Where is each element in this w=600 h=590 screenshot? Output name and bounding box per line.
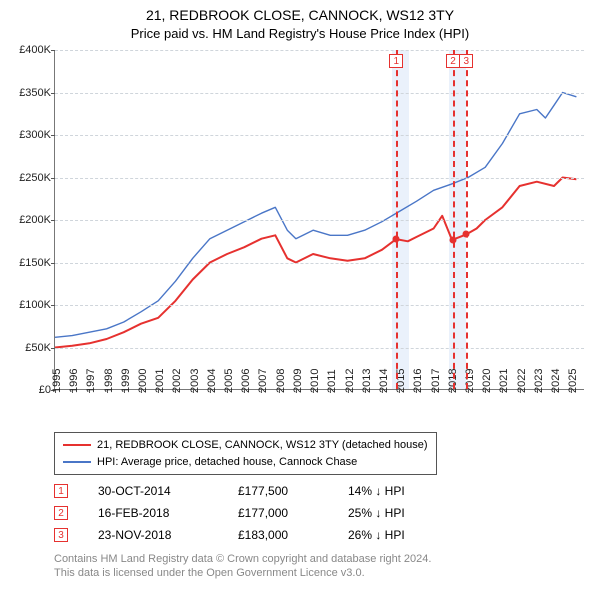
x-axis-label: 2023 [533,369,545,393]
sale-marker-line [396,50,398,389]
footnote: Contains HM Land Registry data © Crown c… [54,552,431,581]
figure-root: 21, REDBROOK CLOSE, CANNOCK, WS12 3TY Pr… [0,0,600,590]
x-axis-label: 1999 [120,369,132,393]
x-axis-label: 1996 [68,369,80,393]
plot-region: £0£50K£100K£150K£200K£250K£300K£350K£400… [54,50,584,390]
x-axis-label: 2005 [223,369,235,393]
y-axis-label: £250K [5,172,51,184]
x-axis-label: 2006 [240,369,252,393]
y-axis-label: £150K [5,257,51,269]
sale-marker-line [466,50,468,389]
legend-swatch-hpi [63,461,91,463]
sale-date: 30-OCT-2014 [98,484,208,498]
y-axis-label: £300K [5,129,51,141]
x-axis-label: 2007 [257,369,269,393]
y-axis-label: £400K [5,44,51,56]
x-axis-label: 2010 [309,369,321,393]
y-tick [51,93,55,94]
chart-subtitle: Price paid vs. HM Land Registry's House … [0,26,600,45]
x-axis-label: 2016 [412,369,424,393]
sale-pct-vs-hpi: 14% ↓ HPI [348,484,448,498]
y-axis-label: £350K [5,87,51,99]
chart-title: 21, REDBROOK CLOSE, CANNOCK, WS12 3TY [0,0,600,26]
y-axis-label: £100K [5,299,51,311]
legend-label-subject: 21, REDBROOK CLOSE, CANNOCK, WS12 3TY (d… [97,437,428,454]
sales-table: 1 30-OCT-2014 £177,500 14% ↓ HPI 2 16-FE… [54,480,448,546]
sale-marker-2: 2 [54,506,68,520]
y-gridline [55,263,584,264]
sales-row: 3 23-NOV-2018 £183,000 26% ↓ HPI [54,524,448,546]
x-axis-label: 1997 [85,369,97,393]
sale-date: 23-NOV-2018 [98,528,208,542]
footnote-line1: Contains HM Land Registry data © Crown c… [54,553,431,565]
x-axis-label: 2014 [378,369,390,393]
y-tick [51,135,55,136]
y-gridline [55,50,584,51]
sale-price: £177,500 [238,484,318,498]
x-axis-label: 2011 [326,369,338,393]
x-axis-label: 2003 [189,369,201,393]
sale-marker-3: 3 [54,528,68,542]
y-gridline [55,135,584,136]
y-tick [51,50,55,51]
x-axis-label: 2020 [481,369,493,393]
sale-marker-box: 3 [459,54,473,68]
sales-row: 2 16-FEB-2018 £177,000 25% ↓ HPI [54,502,448,524]
y-gridline [55,178,584,179]
y-tick [51,348,55,349]
x-axis-label: 2002 [171,369,183,393]
sale-point [463,231,470,238]
sale-pct-vs-hpi: 26% ↓ HPI [348,528,448,542]
y-axis-label: £50K [5,342,51,354]
sale-point [450,236,457,243]
x-axis-label: 2024 [550,369,562,393]
legend-item-subject: 21, REDBROOK CLOSE, CANNOCK, WS12 3TY (d… [63,437,428,454]
sales-row: 1 30-OCT-2014 £177,500 14% ↓ HPI [54,480,448,502]
y-gridline [55,305,584,306]
x-axis-label: 2022 [516,369,528,393]
sale-marker-line [453,50,455,389]
x-axis-label: 2025 [567,369,579,393]
sale-point [393,236,400,243]
sale-date: 16-FEB-2018 [98,506,208,520]
y-gridline [55,93,584,94]
y-gridline [55,220,584,221]
x-axis-label: 2004 [206,369,218,393]
chart-area: £0£50K£100K£150K£200K£250K£300K£350K£400… [54,50,584,390]
x-axis-label: 2012 [344,369,356,393]
legend-box: 21, REDBROOK CLOSE, CANNOCK, WS12 3TY (d… [54,432,437,475]
footnote-line2: This data is licensed under the Open Gov… [54,567,365,579]
sale-marker-box: 1 [389,54,403,68]
series-hpi [55,93,576,338]
legend-item-hpi: HPI: Average price, detached house, Cann… [63,454,428,471]
x-axis-label: 2001 [154,369,166,393]
y-axis-label: £0 [5,384,51,396]
x-axis-label: 2009 [292,369,304,393]
sale-price: £177,000 [238,506,318,520]
sale-price: £183,000 [238,528,318,542]
y-tick [51,178,55,179]
y-gridline [55,348,584,349]
sale-marker-1: 1 [54,484,68,498]
x-axis-label: 2017 [430,369,442,393]
legend-label-hpi: HPI: Average price, detached house, Cann… [97,454,357,471]
x-axis-label: 1998 [103,369,115,393]
sale-pct-vs-hpi: 25% ↓ HPI [348,506,448,520]
x-axis-label: 2021 [498,369,510,393]
y-tick [51,305,55,306]
x-axis-label: 2000 [137,369,149,393]
legend-swatch-subject [63,444,91,446]
x-axis-label: 2013 [361,369,373,393]
y-axis-label: £200K [5,214,51,226]
y-tick [51,220,55,221]
x-axis-label: 1995 [51,369,63,393]
y-tick [51,263,55,264]
x-axis-label: 2008 [275,369,287,393]
sale-marker-box: 2 [446,54,460,68]
